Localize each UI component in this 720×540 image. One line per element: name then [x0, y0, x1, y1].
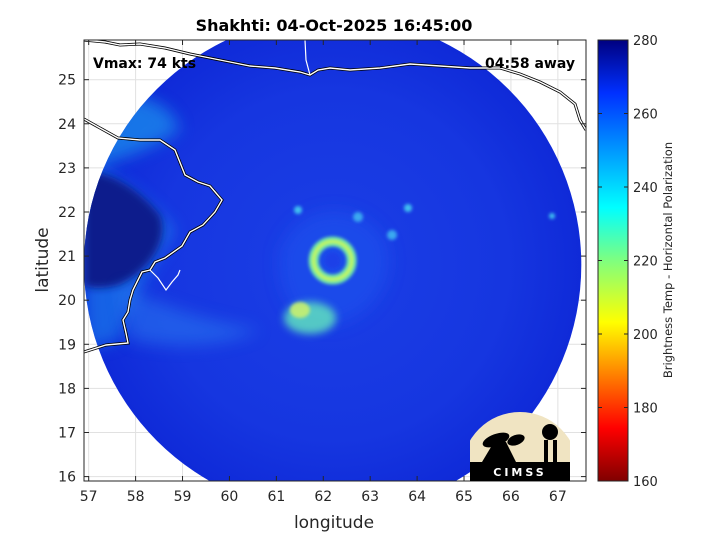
colorbar-label: Brightness Temp - Horizontal Polarizatio… [661, 142, 675, 378]
logo-band [470, 462, 570, 481]
x-tick-label: 61 [267, 489, 285, 505]
x-tick-label: 63 [361, 489, 379, 505]
time-away-annotation: 04:58 away [485, 56, 575, 72]
colorbar-tick-label: 180 [633, 402, 658, 417]
y-tick-label: 24 [58, 117, 76, 133]
y-tick-label: 18 [58, 381, 76, 397]
convective-cell [294, 206, 302, 214]
x-tick-label: 60 [221, 489, 239, 505]
tower-leg [553, 440, 557, 462]
strait-line [304, 40, 311, 76]
coastline-west [84, 118, 223, 353]
y-tick-label: 16 [58, 470, 76, 486]
eyewall-core [312, 240, 354, 281]
colorbar [598, 40, 628, 481]
vmax-annotation: Vmax: 74 kts [93, 56, 196, 72]
satellite-dish-icon [507, 434, 525, 446]
colorbar-tick-label: 260 [633, 108, 658, 123]
y-tick-label: 21 [58, 249, 76, 265]
storm-eye [324, 252, 341, 269]
rainband-south-core [290, 302, 310, 318]
colorbar-tick-label: 280 [633, 34, 658, 49]
y-tick-label: 22 [58, 205, 76, 221]
colorbar-tick-label: 240 [633, 181, 658, 196]
x-tick-label: 64 [408, 489, 426, 505]
coastline-inlet [149, 269, 181, 292]
x-tick-label: 62 [314, 489, 332, 505]
southwest-band [120, 285, 260, 346]
x-tick-label: 59 [174, 489, 192, 505]
x-tick-label: 67 [549, 489, 567, 505]
convective-cell [387, 230, 397, 240]
x-tick-label: 58 [127, 489, 145, 505]
y-tick-label: 25 [58, 73, 76, 89]
y-tick-label: 20 [58, 293, 76, 309]
y-tick-label: 19 [58, 337, 76, 353]
satellite-dish-icon [482, 432, 510, 448]
convective-cell [549, 213, 555, 219]
x-tick-label: 65 [455, 489, 473, 505]
x-axis-ticks: 57 58 59 60 61 62 63 64 65 66 67 [80, 40, 567, 505]
water-tower-icon [542, 424, 558, 440]
convective-cell [353, 212, 363, 222]
y-axis-label: latitude [33, 227, 53, 292]
colorbar-tick-label: 160 [633, 475, 658, 490]
y-tick-label: 23 [58, 161, 76, 177]
cimss-logo: CIMSS [470, 412, 570, 481]
x-axis-label: longitude [294, 513, 374, 533]
colorbar-tick-label: 220 [633, 255, 658, 270]
chart-title: Shakhti: 04-Oct-2025 16:45:00 [196, 16, 473, 35]
x-tick-label: 66 [502, 489, 520, 505]
logo-building [482, 442, 516, 462]
land-cold-region [84, 171, 163, 289]
tower-leg [544, 440, 548, 462]
x-tick-label: 57 [80, 489, 98, 505]
logo-text: CIMSS [493, 466, 546, 479]
y-axis-ticks: 16 17 18 19 20 21 22 23 24 25 [58, 73, 586, 486]
y-tick-label: 17 [58, 425, 76, 441]
colorbar-ticks: 160 180 200 220 240 260 280 [598, 34, 658, 490]
coastline-north [84, 40, 586, 131]
convective-cell [404, 204, 412, 212]
colorbar-tick-label: 200 [633, 328, 658, 343]
plot-frame [83, 39, 587, 482]
coastlines [84, 40, 586, 354]
